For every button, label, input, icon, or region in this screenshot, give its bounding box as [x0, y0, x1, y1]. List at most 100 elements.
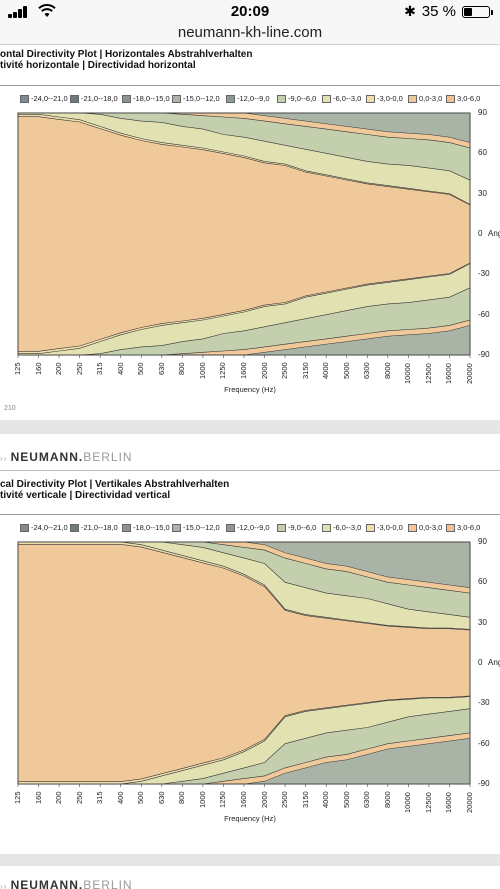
y-tick-label: -30: [478, 698, 490, 708]
legend-swatch: [408, 95, 417, 104]
legend-item: 3,0-6,0: [446, 94, 481, 104]
x-tick-label: 500: [136, 791, 146, 804]
page-title-line2: tivité horizontale | Directividad horizo…: [0, 60, 196, 71]
bluetooth-icon: ✱: [404, 3, 416, 19]
legend-swatch: [70, 524, 79, 533]
contour-plot: [17, 541, 471, 787]
x-tick-label: 20000: [465, 363, 474, 384]
x-tick-label: 6300: [362, 791, 372, 809]
divider: [0, 85, 500, 86]
y-axis-label: Ang: [488, 229, 500, 238]
x-tick-label: 12500: [423, 792, 433, 813]
legend-swatch: [20, 95, 29, 104]
document-page-1: ontal Directivity Plot | Horizontales Ab…: [0, 45, 500, 420]
legend-swatch: [446, 95, 455, 104]
page-title-line1: ontal Directivity Plot | Horizontales Ab…: [0, 49, 253, 60]
legend-swatch: [20, 524, 29, 533]
x-tick-label: 315: [95, 362, 105, 375]
legend-item: -3,0-0,0: [366, 524, 403, 533]
x-tick-label: 160: [33, 791, 43, 804]
horizontal-directivity-chart: -24,0--21,0 -21,0--18,0 -18,0--15,0 -15,0--…: [0, 93, 500, 411]
page-gap: [0, 854, 500, 866]
legend-item: -15,0--12,0: [172, 95, 220, 104]
x-axis-label: Frequency (Hz): [224, 385, 276, 394]
brand-logo: ›› NEUMANN.BERLIN: [0, 878, 133, 889]
legend-item: 0,0-3,0: [408, 94, 443, 104]
x-tick-label: 2500: [280, 791, 290, 809]
x-tick-label: 315: [95, 791, 105, 804]
address-bar[interactable]: neumann-kh-line.com: [0, 24, 500, 45]
vertical-directivity-chart: -24,0--21,0 -21,0--18,0 -18,0--15,0 -15,0--…: [0, 522, 500, 842]
x-tick-label: 200: [54, 362, 64, 375]
legend-label: -21,0--18,0: [81, 94, 118, 103]
x-tick-label: 8000: [382, 362, 392, 380]
legend-item: -24,0--21,0: [20, 523, 68, 533]
legend-item: -12,0--9,0: [226, 523, 270, 533]
legend-swatch: [322, 95, 331, 104]
y-tick-label: 0: [478, 229, 483, 238]
x-axis-label: Frequency (Hz): [224, 814, 276, 823]
legend-label: 0,0-3,0: [419, 94, 443, 103]
x-tick-label: 10000: [403, 792, 413, 813]
x-tick-label: 5000: [341, 791, 351, 809]
legend-swatch: [446, 524, 455, 533]
contour-plot: [17, 112, 471, 358]
legend-label: -15,0--12,0: [183, 523, 220, 532]
x-tick-label: 10000: [403, 363, 413, 384]
url-text: neumann-kh-line.com: [177, 24, 323, 41]
clock: 20:09: [230, 3, 270, 20]
legend-swatch: [226, 524, 235, 533]
legend-label: -3,0-0,0: [377, 94, 403, 103]
x-tick-label: 630: [156, 791, 166, 804]
x-tick-label: 400: [115, 791, 125, 804]
x-tick-label: 2500: [280, 362, 290, 380]
x-tick-label: 1250: [218, 362, 228, 380]
legend-swatch: [322, 524, 331, 533]
wifi-icon: [38, 4, 56, 17]
legend-item: -24,0--21,0: [20, 94, 68, 104]
legend-label: -24,0--21,0: [31, 94, 68, 103]
legend-label: -21,0--18,0: [81, 523, 118, 532]
x-tick-label: 2000: [259, 791, 269, 809]
legend-label: -12,0--9,0: [237, 94, 270, 103]
legend-swatch: [70, 95, 79, 104]
x-tick-label: 160: [33, 362, 43, 375]
legend-swatch: [277, 524, 286, 533]
document-page-2: ›› NEUMANN.BERLIN cal Directivity Plot |…: [0, 434, 500, 854]
y-axis-label: Ang: [488, 658, 500, 667]
legend-item: -6,0--3,0: [322, 524, 361, 533]
legend-label: -24,0--21,0: [31, 523, 68, 532]
legend-swatch: [172, 524, 181, 533]
x-tick-label: 500: [136, 362, 146, 375]
legend-swatch: [277, 95, 286, 104]
y-tick-label: 60: [478, 148, 487, 158]
page-gap: [0, 420, 500, 434]
page-title-line2: tivité verticale | Directividad vertical: [0, 490, 171, 501]
legend-label: -9,0--6,0: [288, 94, 317, 103]
page-number: 210: [4, 405, 16, 412]
legend-label: -12,0--9,0: [237, 523, 270, 532]
x-tick-label: 6300: [362, 362, 372, 380]
page-title-line1: cal Directivity Plot | Vertikales Abstra…: [0, 479, 230, 490]
legend-item: -3,0-0,0: [366, 94, 403, 104]
divider: [0, 470, 500, 471]
legend-label: 3,0-6,0: [457, 94, 481, 103]
x-tick-label: 800: [177, 791, 187, 804]
legend-item: 3,0-6,0: [446, 524, 480, 533]
legend-swatch: [366, 524, 375, 533]
y-tick-label: -60: [478, 309, 490, 319]
divider: [0, 514, 500, 515]
legend-item: -9,0--6,0: [277, 94, 317, 104]
x-tick-label: 16000: [444, 792, 454, 813]
x-tick-label: 630: [156, 362, 166, 375]
legend-swatch: [408, 524, 417, 533]
x-tick-label: 400: [115, 362, 125, 375]
battery-icon: [462, 5, 493, 18]
y-tick-label: 30: [478, 188, 487, 198]
x-tick-label: 200: [54, 791, 64, 804]
cellular-signal-icon: [8, 6, 30, 18]
legend-label: -18,0--15,0: [133, 523, 170, 532]
legend-swatch: [122, 524, 131, 533]
legend-item: -6,0--3,0: [322, 95, 361, 104]
x-tick-label: 20000: [465, 792, 474, 813]
